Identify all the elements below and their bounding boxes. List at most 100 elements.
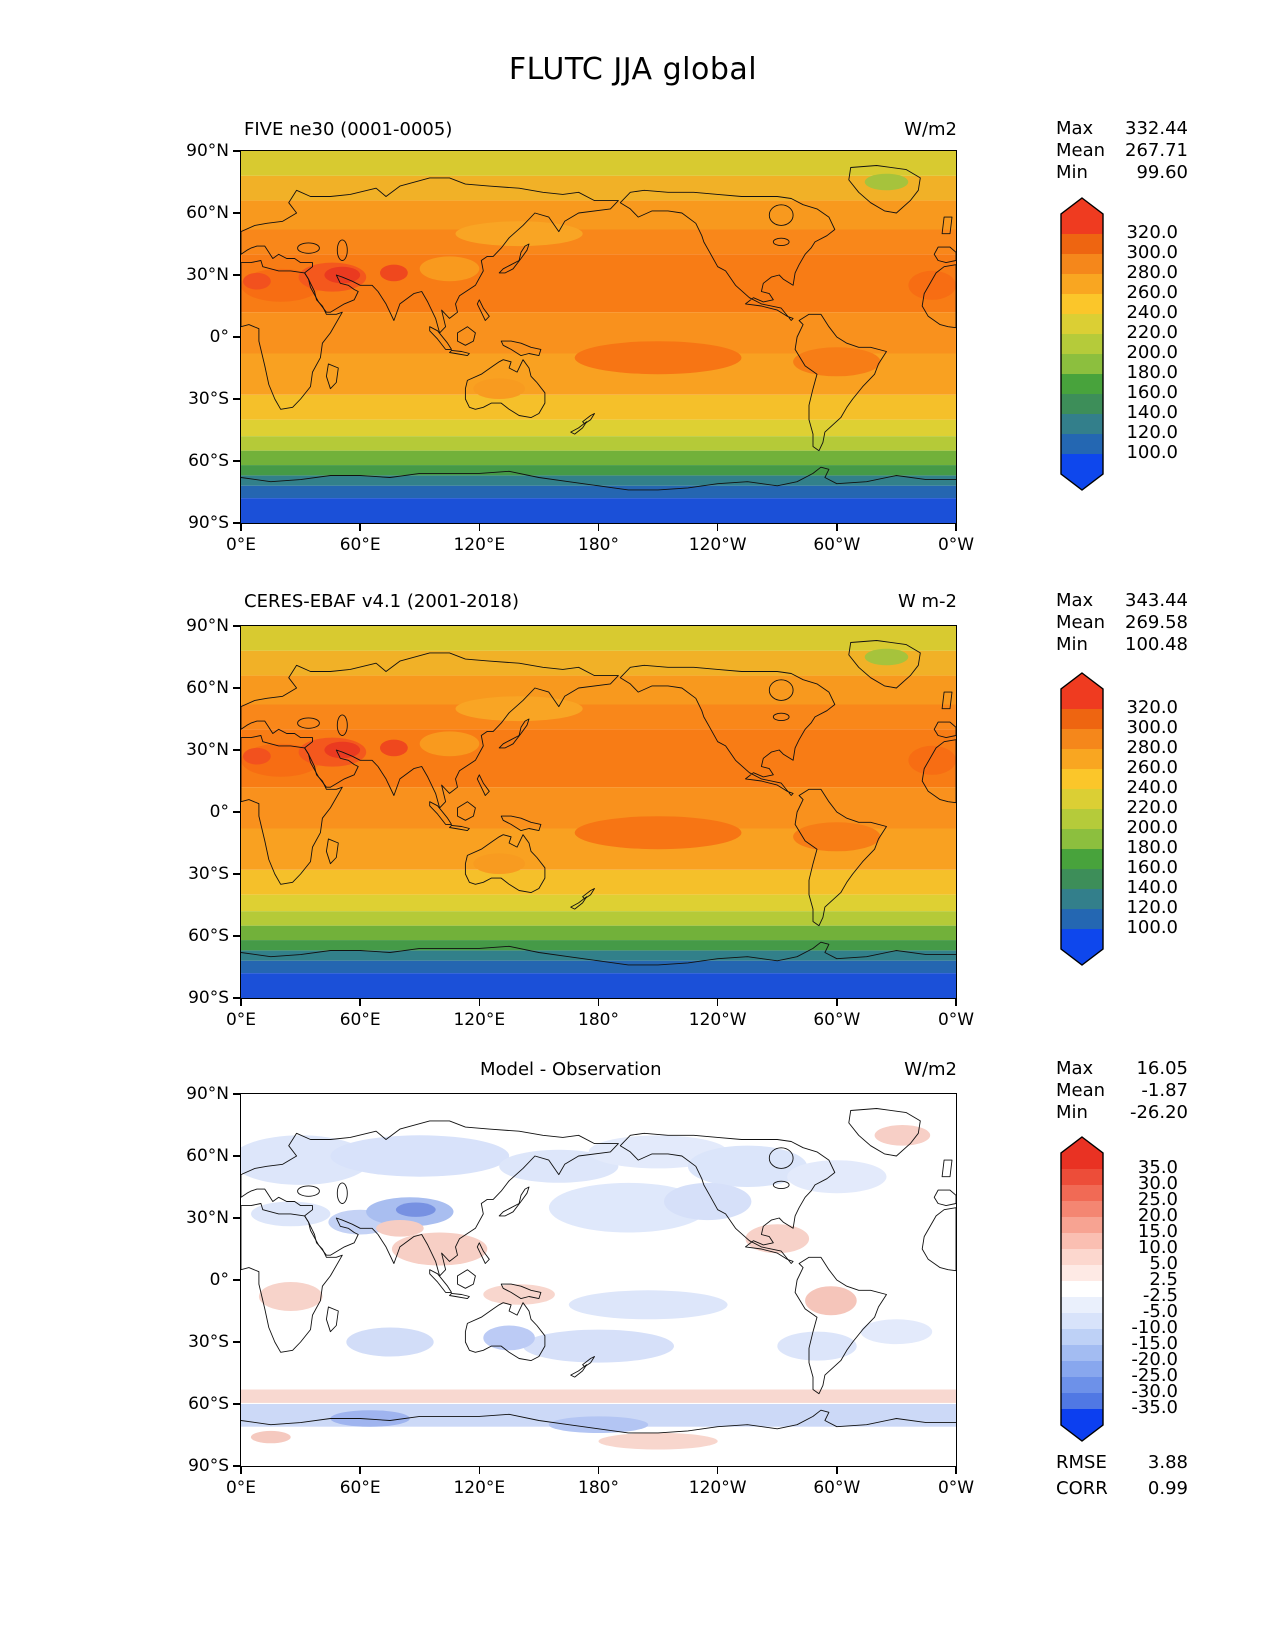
- stat-label: Max: [1056, 590, 1094, 611]
- y-tick-label: 90°N: [186, 616, 229, 636]
- x-tick-label: 0°E: [225, 535, 257, 555]
- stat-value: 269.58: [1125, 612, 1188, 633]
- y-tick-label: 90°S: [188, 1456, 229, 1476]
- stat-label: Max: [1056, 118, 1094, 139]
- colorbar-tick-label: -2.5: [1142, 1285, 1178, 1306]
- x-tick-label: 60°E: [339, 1010, 381, 1030]
- x-tick-label: 0°W: [937, 535, 975, 555]
- x-tick-mark: [478, 998, 481, 1006]
- colorbar-tick-label: 160.0: [1126, 382, 1178, 403]
- colorbar-tick-label: 160.0: [1126, 857, 1178, 878]
- colorbar-tick-label: 300.0: [1126, 242, 1178, 263]
- stats-obs: Max 343.44 Mean 269.58 Min 100.48: [1056, 590, 1188, 656]
- x-tick-mark: [597, 998, 600, 1006]
- map-canvas-obs: [241, 626, 956, 998]
- colorbar-tick-label: 240.0: [1126, 302, 1178, 323]
- x-tick-mark: [836, 523, 838, 531]
- colorbar-tick-label: 180.0: [1126, 362, 1178, 383]
- stat-value: -26.20: [1129, 1102, 1188, 1123]
- x-tick-label: 180°: [578, 1478, 619, 1498]
- coastlines: [241, 1108, 956, 1434]
- stat-label: Mean: [1056, 140, 1106, 161]
- stat-row: Max 332.44: [1056, 118, 1188, 140]
- map-diff: 90°N 60°N 30°N 0° 30°S 60°S 90°S 0°E 60°E 120°E 18…: [186, 1084, 974, 1498]
- colorbar-tick-label: -10.0: [1131, 1317, 1178, 1338]
- x-tick-label: 60°E: [339, 1478, 381, 1498]
- y-tick-mark: [233, 749, 241, 751]
- stat-value: 16.05: [1136, 1058, 1188, 1079]
- colorbar-tick-label: -35.0: [1131, 1397, 1178, 1418]
- x-tick-label: 0°W: [937, 1010, 975, 1030]
- y-tick-label: 30°N: [186, 1208, 229, 1228]
- y-tick-label: 30°S: [188, 1332, 229, 1352]
- x-tick-mark: [836, 998, 838, 1006]
- stat-row: Mean 269.58: [1056, 612, 1188, 634]
- colorbar-tick-label: 30.0: [1137, 1173, 1178, 1194]
- colorbar-tick-label: 260.0: [1126, 282, 1178, 303]
- x-tick-mark: [240, 523, 242, 531]
- x-tick-mark: [716, 998, 719, 1006]
- y-tick-label: 60°N: [186, 678, 229, 698]
- y-tick-mark: [233, 522, 241, 524]
- colorbar-gradient: [1060, 672, 1104, 966]
- panel-header-model: FIVE ne30 (0001-0005) W/m2: [240, 118, 957, 142]
- stat-value: 99.60: [1136, 162, 1188, 183]
- colorbar-tick-label: -30.0: [1131, 1381, 1178, 1402]
- y-tick-label: 60°S: [188, 926, 229, 946]
- stat-value: 267.71: [1125, 140, 1188, 161]
- x-tick-mark: [597, 1466, 600, 1474]
- x-tick-mark: [955, 1466, 957, 1474]
- y-tick-mark: [233, 873, 241, 875]
- y-tick-label: 0°: [209, 327, 229, 347]
- x-tick-mark: [359, 1466, 361, 1474]
- colorbar-tick-label: 20.0: [1137, 1205, 1178, 1226]
- x-tick-mark: [240, 1466, 242, 1474]
- y-tick-label: 30°N: [186, 265, 229, 285]
- colorbar-tick-label: 15.0: [1137, 1221, 1178, 1242]
- colorbar-tick-label: 140.0: [1126, 877, 1178, 898]
- colorbar-tick-label: 320.0: [1126, 222, 1178, 243]
- y-tick-mark: [233, 398, 241, 400]
- stat-label: Min: [1056, 634, 1088, 655]
- colorbar-tick-label: 280.0: [1126, 737, 1178, 758]
- colorbar-tick-label: 180.0: [1126, 837, 1178, 858]
- y-tick-mark: [233, 460, 241, 462]
- coastlines: [241, 165, 956, 491]
- y-tick-label: 60°N: [186, 1146, 229, 1166]
- colorbar-obs: 320.0 300.0 280.0 260.0 240.0 220.0 200.0 180.0…: [1060, 672, 1192, 984]
- x-tick-mark: [955, 523, 957, 531]
- metric-label: CORR: [1056, 1478, 1108, 1499]
- x-tick-label: 120°W: [688, 1478, 747, 1498]
- x-tick-label: 60°W: [813, 535, 861, 555]
- colorbar-tick-label: 240.0: [1126, 777, 1178, 798]
- colorbar-tick-label: 5.0: [1149, 1253, 1178, 1274]
- y-tick-label: 30°S: [188, 389, 229, 409]
- stat-value: -1.87: [1141, 1080, 1188, 1101]
- y-tick-label: 90°S: [188, 513, 229, 533]
- panel-unit-obs: W m-2: [897, 591, 957, 612]
- y-tick-mark: [233, 150, 241, 152]
- colorbar-tick-label: -20.0: [1131, 1349, 1178, 1370]
- stat-row: Max 343.44: [1056, 590, 1188, 612]
- colorbar-tick-label: 220.0: [1126, 322, 1178, 343]
- map-canvas-diff: [241, 1094, 956, 1466]
- metric-value: 0.99: [1147, 1478, 1188, 1499]
- colorbar-tick-label: -25.0: [1131, 1365, 1178, 1386]
- y-tick-mark: [233, 811, 241, 813]
- y-tick-label: 90°N: [186, 1084, 229, 1104]
- colorbar-tick-label: -15.0: [1131, 1333, 1178, 1354]
- stats-diff: Max 16.05 Mean -1.87 Min -26.20: [1056, 1058, 1188, 1124]
- panel-unit-model: W/m2: [904, 119, 957, 140]
- stat-row: Mean 267.71: [1056, 140, 1188, 162]
- panel-header-obs: CERES-EBAF v4.1 (2001-2018) W m-2: [240, 590, 957, 614]
- stat-label: Min: [1056, 1102, 1088, 1123]
- x-tick-label: 120°E: [453, 535, 506, 555]
- y-tick-label: 60°S: [188, 1394, 229, 1414]
- colorbar-tick-label: 2.5: [1149, 1269, 1178, 1290]
- y-tick-label: 30°N: [186, 740, 229, 760]
- panel-title-obs: CERES-EBAF v4.1 (2001-2018): [244, 591, 520, 612]
- figure-title: FLUTC JJA global: [508, 52, 758, 87]
- x-tick-mark: [597, 523, 600, 531]
- y-tick-mark: [233, 1217, 241, 1219]
- map-model: 90°N 60°N 30°N 0° 30°S 60°S 90°S 0°E 60°E 120°E 18…: [186, 141, 974, 555]
